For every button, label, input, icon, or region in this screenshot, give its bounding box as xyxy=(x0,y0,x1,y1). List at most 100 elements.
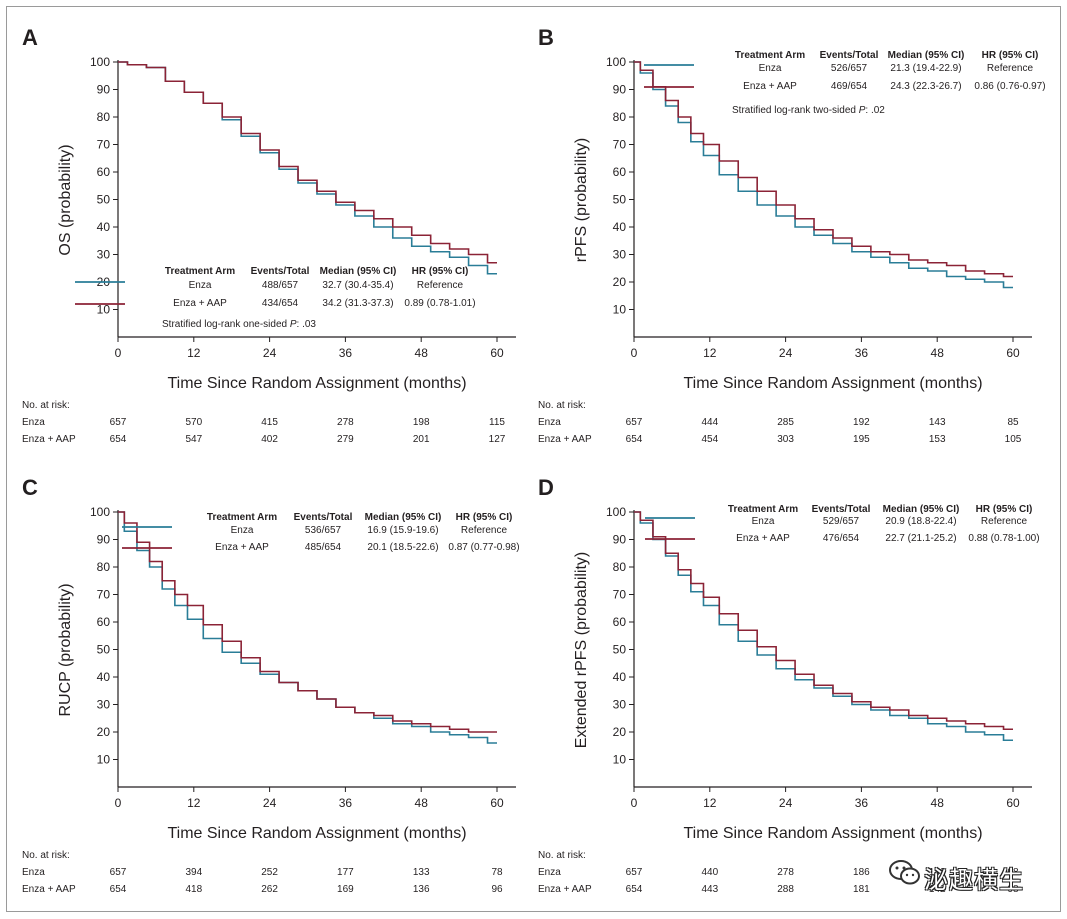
y-tick-label: 100 xyxy=(90,55,110,69)
y-tick-label: 60 xyxy=(613,615,627,629)
survival-curve-enza-aap xyxy=(118,61,497,264)
legend-header-median: Median (95% CI) xyxy=(888,50,965,61)
y-axis-title: RUCP (probability) xyxy=(57,583,74,716)
legend-events: 536/657 xyxy=(305,525,342,536)
legend-header-median: Median (95% CI) xyxy=(320,266,397,277)
legend-arm-label: Enza + AAP xyxy=(743,81,797,92)
x-tick-label: 60 xyxy=(1006,346,1020,360)
panel-letter: C xyxy=(22,475,38,500)
risk-heading: No. at risk: xyxy=(22,400,70,411)
y-tick-label: 70 xyxy=(613,588,627,602)
x-tick-label: 0 xyxy=(631,796,638,810)
y-tick-label: 60 xyxy=(97,165,111,179)
legend-hr: Reference xyxy=(981,516,1028,527)
y-tick-label: 10 xyxy=(97,753,111,767)
risk-count-enza: 440 xyxy=(701,867,718,878)
risk-count-enza-aap: 262 xyxy=(261,884,278,895)
survival-curve-enza-aap xyxy=(118,511,497,733)
y-axis-title: OS (probability) xyxy=(57,144,74,255)
y-tick-label: 70 xyxy=(613,138,627,152)
legend-events: 434/654 xyxy=(262,298,299,309)
y-tick-label: 60 xyxy=(97,615,111,629)
legend-hr: 0.88 (0.78-1.00) xyxy=(968,533,1039,544)
panel-letter: A xyxy=(22,25,38,50)
risk-count-enza: 444 xyxy=(701,417,718,428)
risk-count-enza-aap: 153 xyxy=(929,434,946,445)
risk-count-enza-aap: 454 xyxy=(701,434,718,445)
legend-header-arm: Treatment Arm xyxy=(165,266,235,277)
x-tick-label: 0 xyxy=(631,346,638,360)
risk-count-enza-aap: 654 xyxy=(626,884,643,895)
risk-count-enza: 143 xyxy=(929,417,946,428)
y-tick-label: 90 xyxy=(97,83,111,97)
risk-count-enza-aap: 654 xyxy=(110,884,127,895)
risk-count-enza-aap: 288 xyxy=(777,884,794,895)
y-tick-label: 90 xyxy=(613,83,627,97)
y-tick-label: 90 xyxy=(97,533,111,547)
risk-count-enza-aap: 98 xyxy=(1007,884,1019,895)
y-tick-label: 20 xyxy=(613,725,627,739)
x-tick-label: 12 xyxy=(187,346,201,360)
legend-hr: 0.86 (0.76-0.97) xyxy=(974,81,1045,92)
y-tick-label: 30 xyxy=(613,698,627,712)
risk-count-enza-aap: 105 xyxy=(1005,434,1022,445)
y-tick-label: 30 xyxy=(613,248,627,262)
risk-arm-enza: Enza xyxy=(22,867,45,878)
panel-letter: B xyxy=(538,25,554,50)
survival-curve-enza xyxy=(118,61,497,275)
legend-header-hr: HR (95% CI) xyxy=(412,266,469,277)
risk-count-enza-aap: 654 xyxy=(626,434,643,445)
y-tick-label: 40 xyxy=(97,220,111,234)
legend-hr: 0.89 (0.78-1.01) xyxy=(404,298,475,309)
y-tick-label: 70 xyxy=(97,138,111,152)
y-axis-title: rPFS (probability) xyxy=(573,138,590,262)
y-tick-label: 50 xyxy=(97,643,111,657)
risk-count-enza-aap: 169 xyxy=(337,884,354,895)
x-tick-label: 36 xyxy=(339,346,353,360)
risk-count-enza: 278 xyxy=(337,417,354,428)
y-tick-label: 10 xyxy=(613,753,627,767)
legend-median: 16.9 (15.9-19.6) xyxy=(367,525,438,536)
x-tick-label: 12 xyxy=(703,346,717,360)
risk-count-enza: 186 xyxy=(853,867,870,878)
x-tick-label: 36 xyxy=(855,796,869,810)
risk-arm-enza-aap: Enza + AAP xyxy=(538,884,592,895)
legend-arm-label: Enza + AAP xyxy=(736,533,790,544)
legend-header-arm: Treatment Arm xyxy=(207,512,277,523)
wechat-logo-icon xyxy=(889,860,920,885)
panel-letter: D xyxy=(538,475,554,500)
p-value-prefix: Stratified log-rank one-sided xyxy=(162,319,290,330)
y-tick-label: 50 xyxy=(613,643,627,657)
x-axis-title: Time Since Random Assignment (months) xyxy=(683,375,982,392)
figure-frame xyxy=(6,6,1061,912)
risk-heading: No. at risk: xyxy=(538,400,586,411)
legend-header-median: Median (95% CI) xyxy=(365,512,442,523)
legend-arm-label: Enza + AAP xyxy=(215,542,269,553)
legend-arm-label: Enza xyxy=(752,516,775,527)
y-tick-label: 30 xyxy=(97,248,111,262)
p-value-value: : .03 xyxy=(297,319,317,330)
risk-count-enza: 415 xyxy=(261,417,278,428)
risk-arm-enza: Enza xyxy=(538,417,561,428)
risk-count-enza-aap: 96 xyxy=(491,884,503,895)
legend-header-hr: HR (95% CI) xyxy=(982,50,1039,61)
x-tick-label: 60 xyxy=(1006,796,1020,810)
survival-curve-enza-aap xyxy=(634,511,1013,731)
legend-header-hr: HR (95% CI) xyxy=(976,504,1033,515)
legend-hr: Reference xyxy=(417,280,464,291)
risk-count-enza: 198 xyxy=(413,417,430,428)
risk-count-enza-aap: 418 xyxy=(185,884,202,895)
x-tick-label: 36 xyxy=(855,346,869,360)
p-value-prefix: Stratified log-rank two-sided xyxy=(732,105,859,116)
y-tick-label: 80 xyxy=(97,560,111,574)
risk-count-enza-aap: 201 xyxy=(413,434,430,445)
risk-count-enza-aap: 402 xyxy=(261,434,278,445)
x-axis-title: Time Since Random Assignment (months) xyxy=(167,375,466,392)
legend-header-arm: Treatment Arm xyxy=(735,50,805,61)
risk-count-enza: 85 xyxy=(1007,417,1019,428)
risk-count-enza: 192 xyxy=(853,417,870,428)
risk-arm-enza-aap: Enza + AAP xyxy=(22,434,76,445)
risk-heading: No. at risk: xyxy=(538,850,586,861)
